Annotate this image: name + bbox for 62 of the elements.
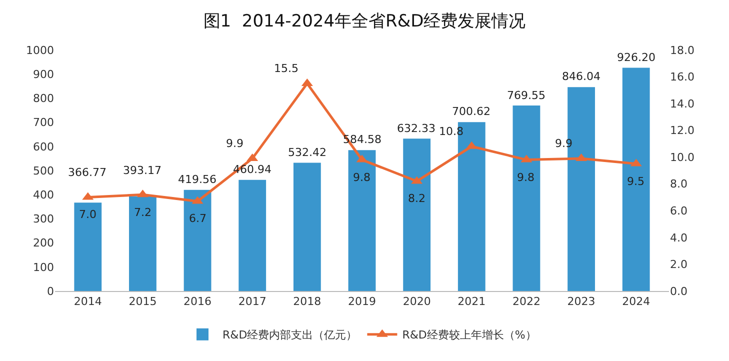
data-label: 366.77 — [68, 166, 106, 179]
bar — [293, 162, 321, 291]
bar — [184, 190, 212, 291]
y-tick-label: 0 — [47, 284, 54, 298]
x-tick-label: 2015 — [128, 295, 157, 308]
x-tick-label: 2017 — [238, 295, 266, 308]
y2-tick-label: 14.0 — [670, 97, 694, 110]
x-tick-label: 2016 — [184, 295, 212, 308]
legend-label: R&D经费内部支出（亿元） — [222, 328, 358, 342]
data-label: 9.8 — [517, 171, 534, 184]
y-tick-label: 1000 — [26, 44, 54, 57]
y2-tick-label: 16.0 — [670, 70, 694, 84]
y2-tick-label: 8.0 — [670, 178, 688, 191]
bar — [403, 138, 431, 291]
x-tick-label: 2020 — [402, 295, 431, 308]
data-label: 6.7 — [189, 212, 206, 225]
data-label: 700.62 — [452, 105, 490, 118]
y-tick-label: 600 — [33, 140, 54, 154]
data-label: 532.42 — [288, 146, 326, 159]
y-tick-label: 500 — [33, 164, 54, 178]
bar — [622, 68, 650, 291]
bar — [74, 202, 102, 291]
data-label: 846.04 — [562, 70, 600, 83]
data-label: 393.17 — [123, 164, 162, 177]
y2-tick-label: 12.0 — [670, 124, 694, 138]
x-tick-label: 2022 — [512, 295, 540, 308]
legend-label: R&D经费较上年增长（%） — [402, 328, 536, 342]
bar — [238, 180, 266, 291]
x-tick-label: 2023 — [567, 295, 596, 308]
bar — [512, 106, 540, 291]
x-tick-label: 2018 — [293, 295, 322, 308]
y2-tick-label: 4.0 — [670, 231, 688, 244]
chart-title: 图1 2014-2024年全省R&D经费发展情况 — [203, 11, 526, 32]
y-tick-label: 100 — [33, 260, 54, 274]
data-label: 9.5 — [627, 175, 644, 188]
bar — [129, 196, 156, 291]
y-tick-label: 400 — [33, 188, 54, 202]
y2-tick-label: 0.0 — [670, 284, 688, 298]
data-label: 419.56 — [178, 173, 216, 186]
x-tick-label: 2024 — [622, 295, 650, 308]
x-tick-label: 2014 — [74, 295, 102, 308]
data-label: 632.33 — [397, 122, 436, 135]
y-tick-label: 300 — [33, 212, 54, 226]
x-tick-label: 2019 — [348, 295, 376, 308]
y-tick-label: 900 — [33, 68, 54, 81]
data-label: 9.9 — [226, 137, 244, 150]
data-label: 7.2 — [134, 206, 152, 219]
y-tick-label: 700 — [33, 116, 54, 130]
y2-tick-label: 18.0 — [670, 44, 694, 57]
data-label: 9.8 — [353, 171, 370, 184]
y-tick-label: 800 — [33, 92, 54, 106]
y2-tick-label: 6.0 — [670, 204, 688, 218]
y2-tick-label: 2.0 — [670, 258, 688, 272]
data-label: 15.5 — [274, 62, 298, 75]
data-label: 7.0 — [79, 208, 96, 221]
y-tick-label: 200 — [33, 236, 54, 250]
data-label: 769.55 — [507, 89, 546, 102]
data-label: 8.2 — [408, 192, 426, 205]
bar — [348, 150, 376, 291]
y2-tick-label: 10.0 — [670, 150, 694, 164]
data-label: 926.20 — [617, 51, 656, 64]
x-tick-label: 2021 — [458, 295, 486, 308]
